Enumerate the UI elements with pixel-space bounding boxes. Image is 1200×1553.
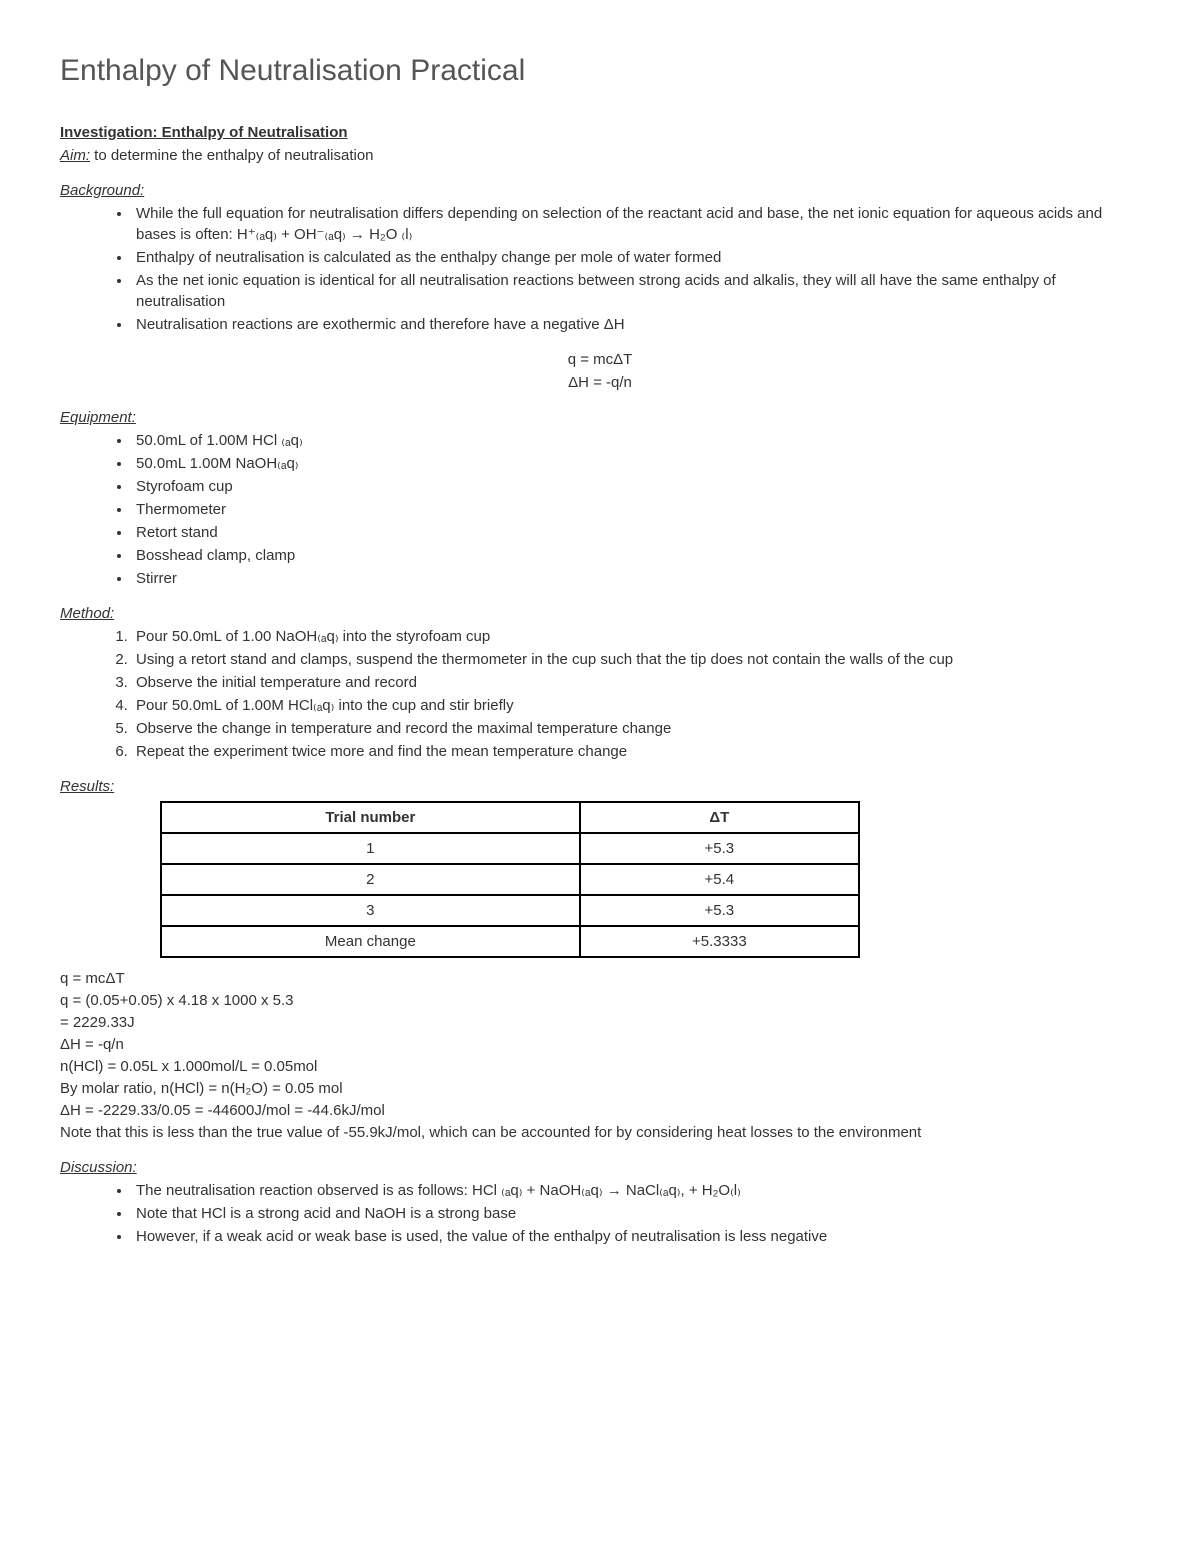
equation-dh: ΔH = -q/n: [60, 372, 1140, 393]
table-row: Mean change +5.3333: [161, 926, 859, 957]
aim-text: to determine the enthalpy of neutralisat…: [90, 147, 374, 164]
calculation-block: q = mcΔT q = (0.05+0.05) x 4.18 x 1000 x…: [60, 968, 1140, 1143]
list-item: Retort stand: [132, 522, 1140, 543]
list-item: Neutralisation reactions are exothermic …: [132, 314, 1140, 335]
col-trial: Trial number: [161, 802, 580, 833]
table-row: 1 +5.3: [161, 833, 859, 864]
list-item: Styrofoam cup: [132, 476, 1140, 497]
calc-line: ΔH = -q/n: [60, 1034, 1140, 1055]
table-row: 3 +5.3: [161, 895, 859, 926]
list-item: As the net ionic equation is identical f…: [132, 270, 1140, 312]
page-title: Enthalpy of Neutralisation Practical: [60, 50, 1140, 92]
list-item: Note that HCl is a strong acid and NaOH …: [132, 1203, 1140, 1224]
calc-line: By molar ratio, n(HCl) = n(H₂O) = 0.05 m…: [60, 1078, 1140, 1099]
list-item: Stirrer: [132, 568, 1140, 589]
list-item: Observe the initial temperature and reco…: [132, 672, 1140, 693]
investigation-heading: Investigation: Enthalpy of Neutralisatio…: [60, 122, 1140, 143]
calc-line: q = mcΔT: [60, 968, 1140, 989]
calc-line: q = (0.05+0.05) x 4.18 x 1000 x 5.3: [60, 990, 1140, 1011]
cell: 1: [161, 833, 580, 864]
list-item: Repeat the experiment twice more and fin…: [132, 741, 1140, 762]
list-item: The neutralisation reaction observed is …: [132, 1180, 1140, 1201]
list-item: Using a retort stand and clamps, suspend…: [132, 649, 1140, 670]
cell: +5.3: [580, 895, 859, 926]
calc-line: = 2229.33J: [60, 1012, 1140, 1033]
calc-line: Note that this is less than the true val…: [60, 1122, 1140, 1143]
results-table: Trial number ΔT 1 +5.3 2 +5.4 3 +5.3 Mea…: [160, 801, 860, 958]
cell: 2: [161, 864, 580, 895]
aim-line: Aim: to determine the enthalpy of neutra…: [60, 145, 1140, 166]
equipment-list: 50.0mL of 1.00M HCl ₍ₐq₎ 50.0mL 1.00M Na…: [60, 430, 1140, 589]
equation-q: q = mcΔT: [60, 349, 1140, 370]
background-heading: Background:: [60, 180, 1140, 201]
list-item: However, if a weak acid or weak base is …: [132, 1226, 1140, 1247]
calc-line: ΔH = -2229.33/0.05 = -44600J/mol = -44.6…: [60, 1100, 1140, 1121]
col-dt: ΔT: [580, 802, 859, 833]
cell: +5.3: [580, 833, 859, 864]
list-item: 50.0mL of 1.00M HCl ₍ₐq₎: [132, 430, 1140, 451]
method-heading: Method:: [60, 603, 1140, 624]
list-item: Observe the change in temperature and re…: [132, 718, 1140, 739]
list-item: Thermometer: [132, 499, 1140, 520]
cell: +5.4: [580, 864, 859, 895]
cell: 3: [161, 895, 580, 926]
equipment-heading: Equipment:: [60, 407, 1140, 428]
aim-label: Aim:: [60, 147, 90, 164]
list-item: Enthalpy of neutralisation is calculated…: [132, 247, 1140, 268]
list-item: Pour 50.0mL of 1.00 NaOH₍ₐq₎ into the st…: [132, 626, 1140, 647]
calc-line: n(HCl) = 0.05L x 1.000mol/L = 0.05mol: [60, 1056, 1140, 1077]
table-row: 2 +5.4: [161, 864, 859, 895]
list-item: Bosshead clamp, clamp: [132, 545, 1140, 566]
cell: +5.3333: [580, 926, 859, 957]
list-item: While the full equation for neutralisati…: [132, 203, 1140, 245]
list-item: Pour 50.0mL of 1.00M HCl₍ₐq₎ into the cu…: [132, 695, 1140, 716]
cell: Mean change: [161, 926, 580, 957]
discussion-list: The neutralisation reaction observed is …: [60, 1180, 1140, 1247]
list-item: 50.0mL 1.00M NaOH₍ₐq₎: [132, 453, 1140, 474]
results-heading: Results:: [60, 776, 1140, 797]
background-list: While the full equation for neutralisati…: [60, 203, 1140, 335]
table-header-row: Trial number ΔT: [161, 802, 859, 833]
method-list: Pour 50.0mL of 1.00 NaOH₍ₐq₎ into the st…: [60, 626, 1140, 762]
discussion-heading: Discussion:: [60, 1157, 1140, 1178]
